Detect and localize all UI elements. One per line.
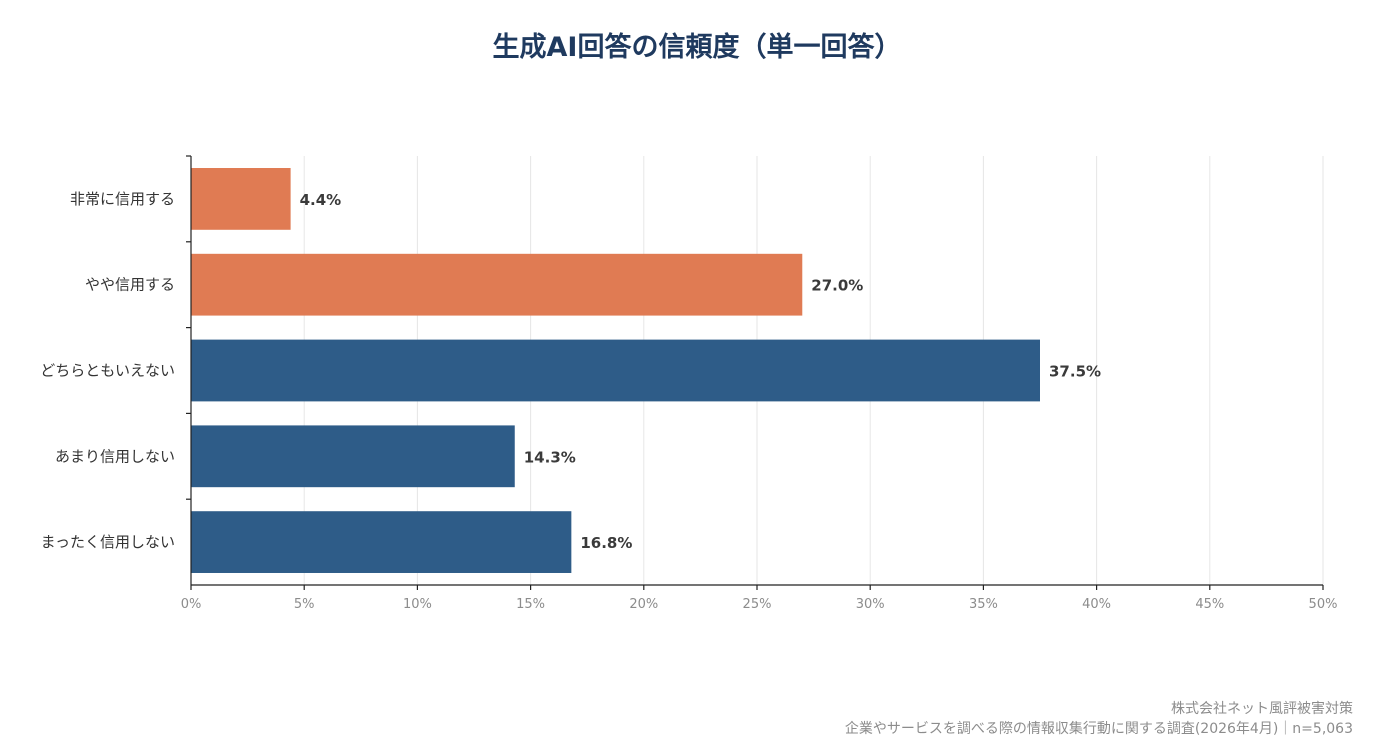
x-tick-label: 35% xyxy=(969,597,998,612)
category-label: どちらともいえない xyxy=(40,362,175,380)
x-tick-label: 0% xyxy=(181,597,202,612)
category-label: 非常に信用する xyxy=(70,190,175,208)
x-tick-label: 25% xyxy=(743,597,772,612)
value-label: 4.4% xyxy=(300,191,342,209)
value-label: 16.8% xyxy=(580,534,632,552)
bar xyxy=(191,511,572,573)
bar xyxy=(191,253,803,316)
x-tick-label: 10% xyxy=(403,597,432,612)
category-label: まったく信用しない xyxy=(41,533,175,551)
x-tick-label: 50% xyxy=(1309,597,1338,612)
value-label: 27.0% xyxy=(811,277,863,295)
value-label: 37.5% xyxy=(1049,363,1101,381)
bar xyxy=(191,168,291,230)
bar xyxy=(191,339,1040,402)
source-company: 株式会社ネット風評被害対策 xyxy=(1171,700,1353,717)
x-tick-labels: 0% 5% 10% 15% 20% 25% 30% 35% 40% 45% 50% xyxy=(181,597,1338,612)
x-tick-label: 15% xyxy=(516,597,545,612)
x-tick-label: 20% xyxy=(629,597,658,612)
category-label: あまり信用しない xyxy=(55,447,175,465)
x-tick-label: 30% xyxy=(856,597,885,612)
source-survey: 企業やサービスを調べる際の情報収集行動に関する調査(2026年4月)｜n=5,0… xyxy=(845,720,1353,737)
x-tick-label: 45% xyxy=(1195,597,1224,612)
value-label: 14.3% xyxy=(524,448,576,466)
x-tick-label: 5% xyxy=(294,597,315,612)
category-label: やや信用する xyxy=(85,276,175,294)
chart-title: 生成AI回答の信頼度（単一回答） xyxy=(493,31,902,63)
bar xyxy=(191,425,515,488)
bars xyxy=(191,168,1040,573)
axes xyxy=(190,156,1323,586)
x-tick-label: 40% xyxy=(1082,597,1111,612)
value-labels: 4.4% 27.0% 37.5% 14.3% 16.8% xyxy=(300,191,1101,552)
